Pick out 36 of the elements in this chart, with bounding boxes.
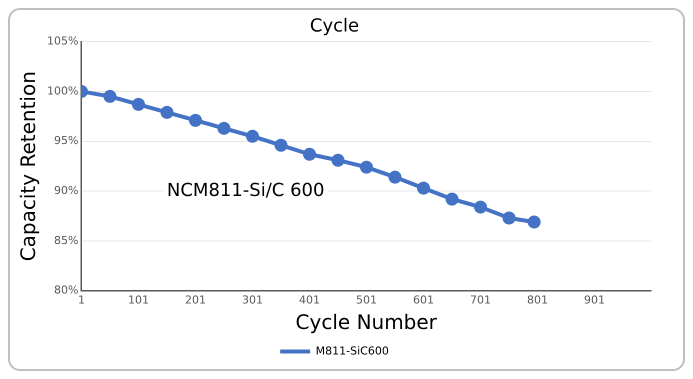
x-tick-label: 201: [184, 293, 206, 306]
y-axis-title: Capacity Retention: [16, 71, 40, 262]
point: [188, 114, 202, 127]
x-tick-label: 301: [242, 293, 263, 306]
x-axis-title: Cycle Number: [296, 310, 438, 334]
y-tick-label: 85%: [54, 234, 78, 247]
point: [302, 148, 316, 161]
y-tick-label: 105%: [46, 34, 78, 48]
x-tick-label: 401: [298, 293, 320, 306]
point: [217, 122, 230, 135]
y-tick-label: 95%: [54, 134, 78, 148]
y-tick-label: 80%: [54, 284, 78, 297]
point: [132, 98, 145, 111]
point: [388, 170, 402, 184]
x-tick-label: 101: [128, 293, 149, 306]
y-tick-label: 90%: [54, 184, 78, 197]
point: [502, 212, 516, 225]
point: [274, 138, 288, 152]
x-tick-label: 501: [356, 293, 378, 306]
annotation: NCM811-Si/C 600: [166, 180, 324, 201]
x-tick-label: 601: [413, 293, 434, 306]
point: [160, 106, 174, 119]
x-tick-label: 901: [584, 293, 606, 306]
point: [446, 192, 459, 206]
y-tick-label: 100%: [46, 84, 78, 98]
x-tick-label: 701: [470, 293, 492, 306]
chart-title: Cycle: [310, 15, 360, 36]
x-tick-label: 1: [78, 293, 85, 306]
point: [417, 182, 430, 195]
point: [528, 216, 541, 229]
point: [360, 160, 374, 174]
point: [332, 154, 345, 167]
point: [474, 200, 488, 214]
point: [246, 130, 259, 143]
x-tick-label: 801: [527, 293, 548, 306]
point: [103, 90, 116, 103]
